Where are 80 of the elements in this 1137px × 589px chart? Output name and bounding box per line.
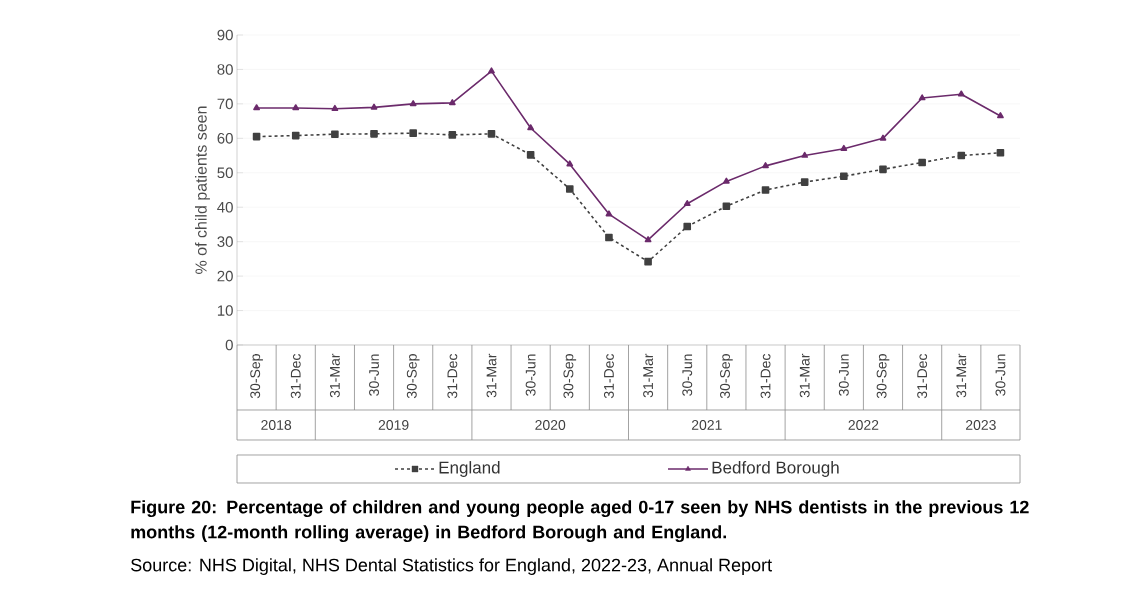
point <box>565 185 574 193</box>
text: 2020 <box>535 420 566 430</box>
x-tick-label: 30-Jun <box>682 354 693 396</box>
text: 2022 <box>848 420 879 430</box>
point <box>605 233 613 242</box>
point <box>644 257 652 266</box>
point <box>291 131 300 140</box>
x-tick-label: 31-Dec <box>760 353 771 399</box>
y-tick-label: 20 <box>217 270 233 282</box>
x-tick-label: 30-Jun <box>838 354 849 396</box>
x-tick-label: 30-Jun <box>525 354 536 396</box>
point <box>488 67 495 74</box>
point <box>331 104 339 112</box>
point <box>370 103 378 110</box>
point <box>605 210 613 217</box>
point <box>409 129 417 137</box>
x-tick-label: 31-Dec <box>290 353 301 399</box>
text: 2021 <box>691 420 722 430</box>
point <box>997 112 1004 119</box>
point <box>683 222 692 231</box>
x-tick-label: 30-Sep <box>563 354 577 399</box>
y-tick-label: 60 <box>217 133 233 144</box>
point <box>527 124 535 131</box>
text: Figure 20: Percentage of children and young people aged 0-17 seen by NHS dentists in the previous 12 months (12-month rolling average) in Bedford Borough and England. <box>131 500 1029 543</box>
legend-label: Bedford Borough <box>712 461 839 477</box>
point <box>722 202 731 210</box>
x-tick-label: 31-Mar <box>486 353 497 398</box>
point <box>487 130 496 138</box>
x-tick-label: 30-Sep <box>250 354 263 399</box>
y-tick-label: 50 <box>217 167 233 179</box>
point <box>331 130 339 138</box>
text: 2018 <box>261 420 292 430</box>
y-tick-label: 40 <box>217 201 233 213</box>
x-tick-label: 31-Mar <box>329 353 340 398</box>
point <box>448 131 457 139</box>
y-tick-label: 70 <box>217 98 233 110</box>
x-tick-label: 31-Mar <box>643 353 654 398</box>
point <box>801 151 809 158</box>
x-tick-label: 31-Dec <box>447 353 458 399</box>
point <box>879 165 887 174</box>
point <box>957 151 966 160</box>
y-tick-label: 90 <box>217 29 233 41</box>
point <box>292 104 300 111</box>
y-tick-label: 10 <box>217 305 233 316</box>
y-tick-label: 80 <box>217 64 233 75</box>
point <box>996 149 1005 157</box>
point <box>761 186 770 194</box>
y-tick-label: 0 <box>225 339 233 351</box>
text: 2019 <box>378 420 409 430</box>
point <box>800 178 809 186</box>
y-axis-title: % of child patients seen <box>195 106 210 274</box>
point <box>409 100 417 107</box>
text: 2023 <box>966 420 996 430</box>
point <box>840 172 848 181</box>
y-tick-label: 30 <box>217 236 233 247</box>
point <box>566 160 574 167</box>
legend-label: England <box>439 461 500 477</box>
point <box>526 151 535 159</box>
x-tick-label: 31-Dec <box>917 353 928 399</box>
point <box>957 90 965 97</box>
point <box>918 94 926 101</box>
point <box>762 162 769 169</box>
x-tick-label: 30-Jun <box>369 354 379 396</box>
point <box>683 199 691 207</box>
x-tick-label: 31-Mar <box>956 353 967 398</box>
x-tick-label: 30-Sep <box>876 354 890 399</box>
point <box>253 104 260 111</box>
x-tick-label: 31-Dec <box>603 353 614 399</box>
x-tick-label: 30-Sep <box>720 354 733 399</box>
point <box>918 158 926 167</box>
point <box>644 236 652 243</box>
x-tick-label: 30-Jun <box>995 354 1006 396</box>
point <box>840 144 848 151</box>
x-tick-label: 30-Sep <box>406 354 420 399</box>
point <box>448 99 456 106</box>
x-tick-label: 31-Mar <box>799 353 810 398</box>
point <box>370 130 378 138</box>
point <box>722 177 730 184</box>
source-note: Source: NHS Digital, NHS Dental Statistics for England, 2022-23, Annual Report <box>131 558 772 575</box>
point <box>879 134 887 141</box>
